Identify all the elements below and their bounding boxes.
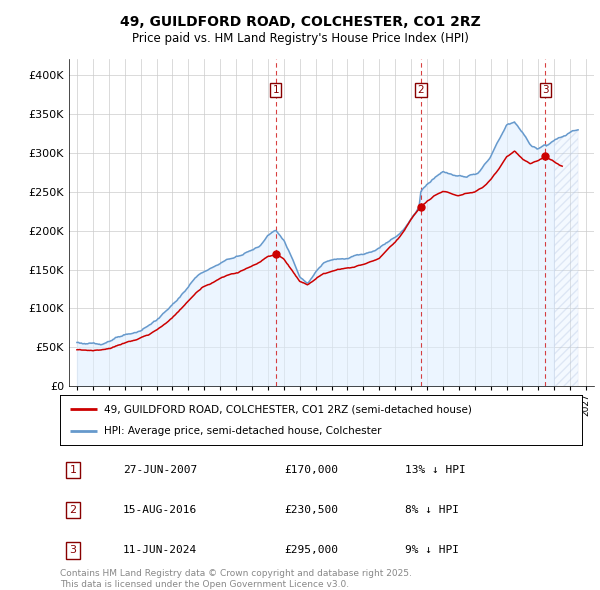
Text: 2: 2	[70, 505, 77, 515]
Text: 9% ↓ HPI: 9% ↓ HPI	[404, 545, 458, 555]
Text: 3: 3	[70, 545, 77, 555]
Text: 49, GUILDFORD ROAD, COLCHESTER, CO1 2RZ: 49, GUILDFORD ROAD, COLCHESTER, CO1 2RZ	[119, 15, 481, 29]
Text: 15-AUG-2016: 15-AUG-2016	[122, 505, 197, 515]
Text: 1: 1	[70, 465, 77, 475]
Text: 27-JUN-2007: 27-JUN-2007	[122, 465, 197, 475]
Text: HPI: Average price, semi-detached house, Colchester: HPI: Average price, semi-detached house,…	[104, 427, 382, 437]
Text: 8% ↓ HPI: 8% ↓ HPI	[404, 505, 458, 515]
Text: 2: 2	[418, 85, 424, 95]
Text: 3: 3	[542, 85, 548, 95]
Text: 11-JUN-2024: 11-JUN-2024	[122, 545, 197, 555]
Text: £230,500: £230,500	[284, 505, 338, 515]
Text: 13% ↓ HPI: 13% ↓ HPI	[404, 465, 465, 475]
Text: £295,000: £295,000	[284, 545, 338, 555]
Text: 49, GUILDFORD ROAD, COLCHESTER, CO1 2RZ (semi-detached house): 49, GUILDFORD ROAD, COLCHESTER, CO1 2RZ …	[104, 404, 472, 414]
Text: Price paid vs. HM Land Registry's House Price Index (HPI): Price paid vs. HM Land Registry's House …	[131, 32, 469, 45]
Text: 1: 1	[272, 85, 279, 95]
Text: £170,000: £170,000	[284, 465, 338, 475]
Text: Contains HM Land Registry data © Crown copyright and database right 2025.
This d: Contains HM Land Registry data © Crown c…	[60, 569, 412, 589]
